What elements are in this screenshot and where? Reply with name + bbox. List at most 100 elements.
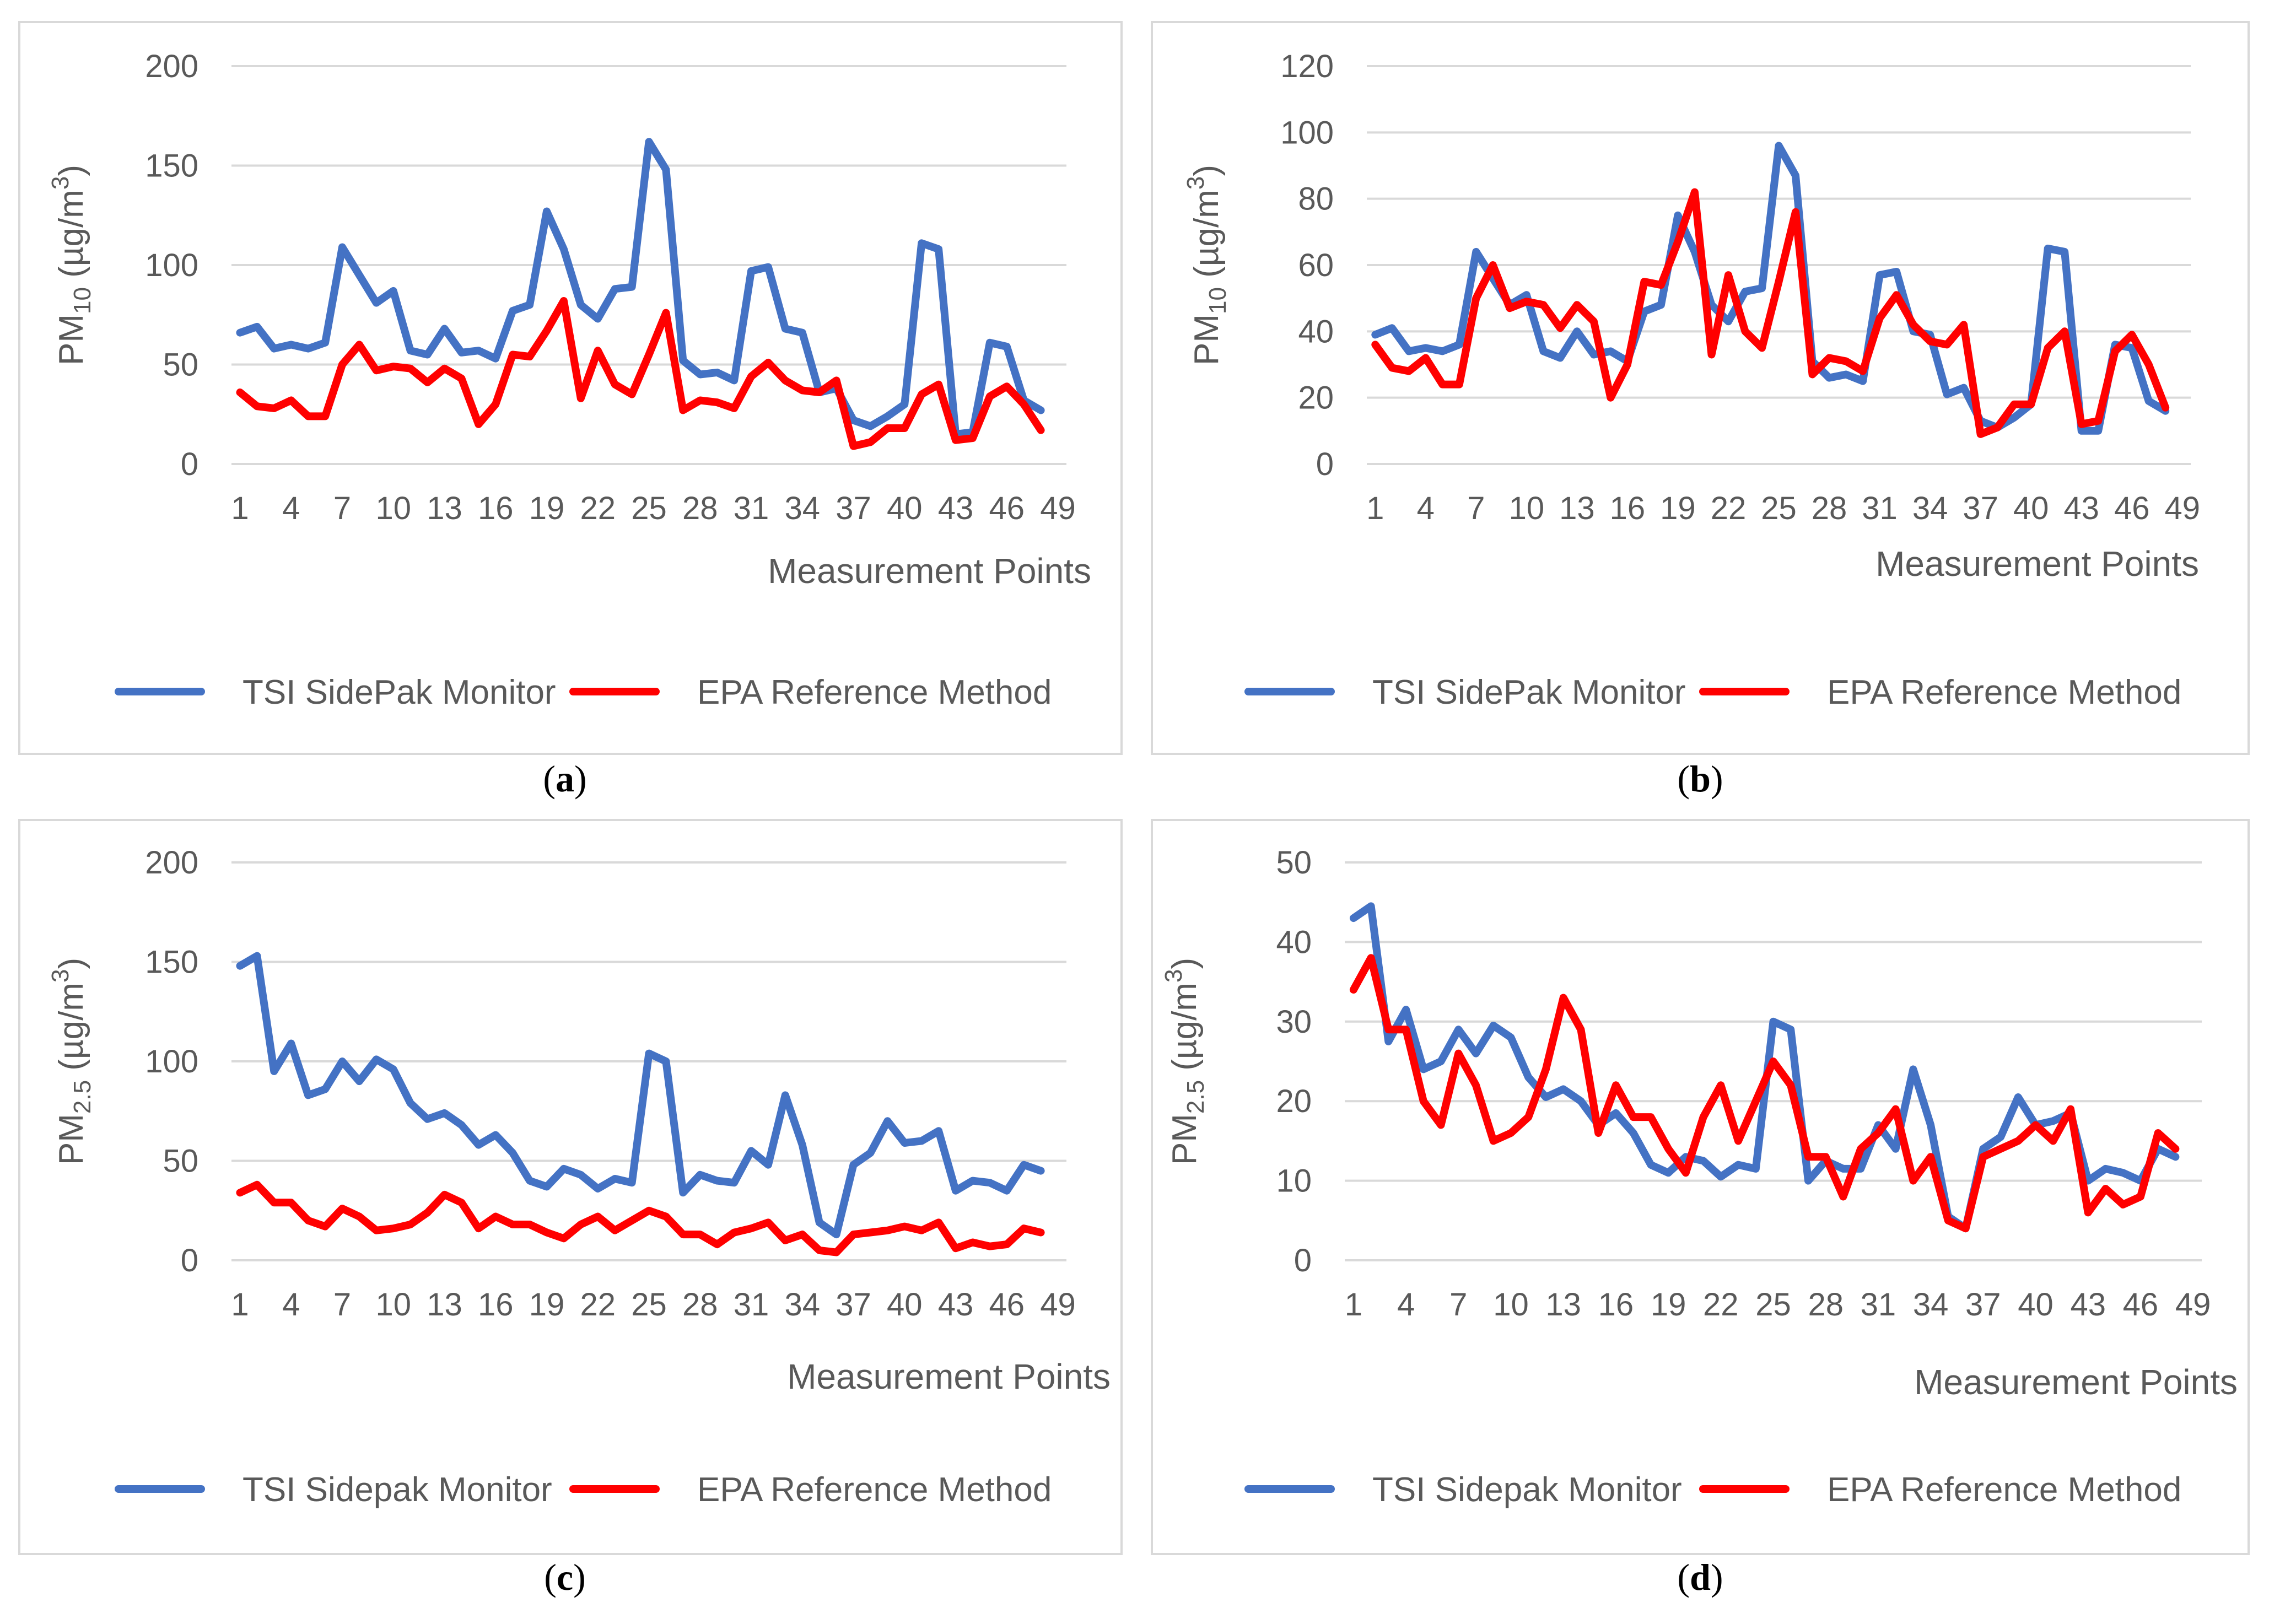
x-tick-label: 46	[989, 1287, 1025, 1323]
y-tick-label: 50	[1276, 845, 1312, 881]
panel-caption-close: )	[1711, 758, 1723, 800]
series-line-2	[1349, 954, 2180, 1233]
y-tick-label: 50	[163, 1143, 198, 1179]
x-tick-label: 4	[282, 1287, 300, 1323]
series-line-1	[1371, 142, 2170, 435]
legend-label-1: TSI Sidepak Monitor	[1372, 1471, 1682, 1509]
y-axis-label-end: )	[52, 165, 90, 176]
x-tick-label: 28	[682, 1287, 718, 1323]
series-line-2	[236, 1180, 1045, 1256]
legend-label-1: TSI SidePak Monitor	[1372, 673, 1686, 711]
y-axis-label-unit: (µg/m	[52, 190, 90, 287]
x-tick-label: 22	[580, 1287, 616, 1323]
x-tick-label: 16	[478, 490, 514, 526]
panel-caption-open: (	[1677, 758, 1690, 800]
x-tick-label: 10	[375, 1287, 411, 1323]
x-tick-label: 37	[836, 490, 871, 526]
panel-caption-open: (	[543, 758, 556, 800]
x-tick-label: 7	[1449, 1287, 1467, 1323]
x-axis-label: Measurement Points	[1914, 1362, 2238, 1402]
chart-panel-b: 0 20 40 60 80 100 120 1 4 7 10 13 16 19 22 25 28 31 34 37 40…	[1151, 21, 2250, 800]
y-axis-label-superscript: 3	[1182, 176, 1209, 190]
y-tick-label: 20	[1276, 1083, 1312, 1119]
chart-panel-c: 0 50 100 150 200 1 4 7 10 13 16 19 22 25 28 31 34 37 40 43 4…	[18, 819, 1123, 1598]
chart-frame	[18, 819, 1123, 1555]
x-tick-label: 31	[734, 490, 769, 526]
x-tick-label: 4	[282, 490, 300, 526]
x-tick-label: 10	[1493, 1287, 1529, 1323]
y-tick-label: 50	[163, 347, 198, 383]
x-tick-label: 46	[989, 490, 1025, 526]
y-axis-label-main: PM	[52, 1114, 90, 1165]
y-tick-label: 80	[1298, 181, 1334, 217]
x-axis-label: Measurement Points	[1875, 544, 2199, 584]
x-tick-label: 16	[478, 1287, 514, 1323]
x-tick-label: 40	[887, 1287, 923, 1323]
x-tick-label: 25	[631, 490, 667, 526]
y-axis-label-unit: (µg/m	[52, 983, 90, 1080]
x-tick-label: 1	[231, 1287, 249, 1323]
series-line-2	[236, 297, 1045, 450]
y-axis-label-superscript: 3	[47, 969, 74, 983]
x-tick-label: 37	[1963, 490, 1998, 526]
y-tick-label: 200	[145, 48, 198, 84]
y-tick-label: 10	[1276, 1163, 1312, 1199]
y-axis-label-main: PM	[1166, 1114, 1204, 1165]
y-axis-label: PM2.5 (µg/m3)	[47, 958, 96, 1165]
x-tick-label: 34	[785, 490, 821, 526]
y-axis-label-end: )	[1188, 165, 1226, 176]
x-tick-label: 7	[333, 1287, 351, 1323]
y-axis-label-unit: (µg/m	[1188, 190, 1226, 287]
legend-label-2: EPA Reference Method	[1827, 673, 2181, 711]
x-tick-label: 13	[427, 490, 462, 526]
series-line-1	[236, 138, 1045, 438]
y-tick-label: 0	[1294, 1243, 1312, 1278]
panel-caption-close: )	[574, 758, 587, 800]
panel-caption-close: )	[573, 1556, 586, 1598]
x-tick-label: 22	[1703, 1287, 1739, 1323]
x-tick-label: 31	[1861, 1287, 1896, 1323]
x-axis-label: Measurement Points	[768, 551, 1091, 591]
chart-panel-a: 0 50 100 150 200 1 4 7 10 13 16 19 22 25 28 31 34 37 40 43 4…	[18, 21, 1123, 800]
y-tick-label: 100	[145, 247, 198, 283]
x-tick-label: 43	[2063, 490, 2099, 526]
x-tick-label: 1	[1345, 1287, 1362, 1323]
y-tick-label: 100	[145, 1044, 198, 1080]
x-tick-label: 37	[1965, 1287, 2001, 1323]
y-axis-label: PM2.5 (µg/m3)	[1160, 958, 1209, 1165]
x-tick-label: 43	[938, 490, 974, 526]
x-tick-label: 22	[1711, 490, 1747, 526]
y-axis-label-superscript: 3	[1160, 969, 1187, 983]
x-tick-label: 40	[887, 490, 923, 526]
x-tick-label: 49	[2164, 490, 2200, 526]
y-tick-label: 0	[181, 1243, 198, 1278]
y-tick-label: 100	[1280, 115, 1334, 150]
legend-label-1: TSI SidePak Monitor	[242, 673, 556, 711]
x-tick-label: 37	[836, 1287, 871, 1323]
x-tick-label: 31	[1862, 490, 1898, 526]
x-tick-label: 19	[529, 490, 565, 526]
x-tick-label: 19	[1651, 1287, 1686, 1323]
panel-caption-letter: d	[1690, 1556, 1711, 1598]
y-axis-label-end: )	[1166, 958, 1204, 969]
x-tick-label: 10	[1509, 490, 1545, 526]
x-axis-label: Measurement Points	[787, 1357, 1111, 1396]
panel-caption: (a)	[543, 758, 586, 800]
y-tick-label: 0	[181, 446, 198, 482]
series-line-2	[1371, 188, 2170, 438]
x-tick-label: 25	[1755, 1287, 1791, 1323]
x-tick-label: 49	[2175, 1287, 2211, 1323]
y-axis-label-subscript: 10	[69, 287, 96, 314]
legend-label-2: EPA Reference Method	[697, 673, 1052, 711]
x-tick-label: 49	[1040, 490, 1076, 526]
y-axis-label-main: PM	[1188, 314, 1226, 365]
panel-caption-letter: b	[1690, 758, 1711, 800]
x-tick-label: 34	[785, 1287, 821, 1323]
y-tick-label: 40	[1298, 314, 1334, 349]
x-tick-label: 19	[529, 1287, 565, 1323]
y-tick-label: 20	[1298, 380, 1334, 416]
x-tick-label: 1	[231, 490, 249, 526]
x-tick-label: 16	[1598, 1287, 1634, 1323]
y-tick-label: 30	[1276, 1004, 1312, 1040]
